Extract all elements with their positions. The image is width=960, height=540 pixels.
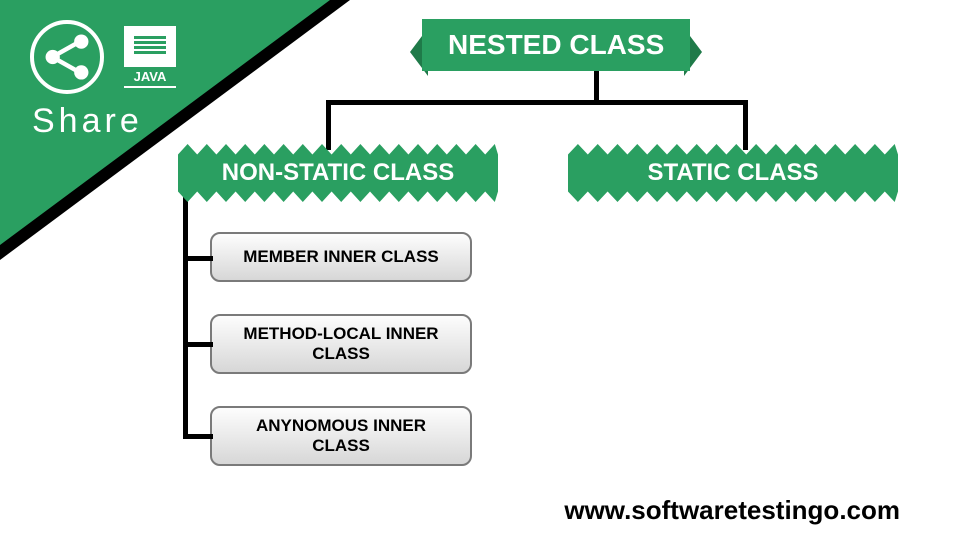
share-block: JAVA Share: [30, 20, 176, 141]
child-label: METHOD-LOCAL INNER CLASS: [226, 324, 456, 365]
child-label: ANYNOMOUS INNER CLASS: [226, 416, 456, 457]
footer-url: www.softwaretestingo.com: [564, 495, 900, 526]
share-icons-row: JAVA: [30, 20, 176, 94]
share-icon: [30, 20, 104, 94]
static-label: STATIC CLASS: [647, 159, 818, 187]
file-label: JAVA: [124, 67, 176, 86]
file-lines-icon: [134, 34, 166, 56]
root-node: NESTED CLASS: [422, 19, 690, 71]
root-label: NESTED CLASS: [448, 29, 664, 60]
java-file-icon: JAVA: [124, 26, 176, 88]
connector: [326, 100, 746, 105]
share-label: Share: [32, 102, 143, 141]
connector: [183, 342, 213, 347]
static-node: STATIC CLASS: [568, 144, 898, 202]
connector: [183, 434, 213, 439]
child-box-anonymous: ANYNOMOUS INNER CLASS: [210, 406, 472, 466]
connector: [743, 100, 748, 150]
child-box-method-local: METHOD-LOCAL INNER CLASS: [210, 314, 472, 374]
root-banner: NESTED CLASS: [410, 14, 702, 76]
